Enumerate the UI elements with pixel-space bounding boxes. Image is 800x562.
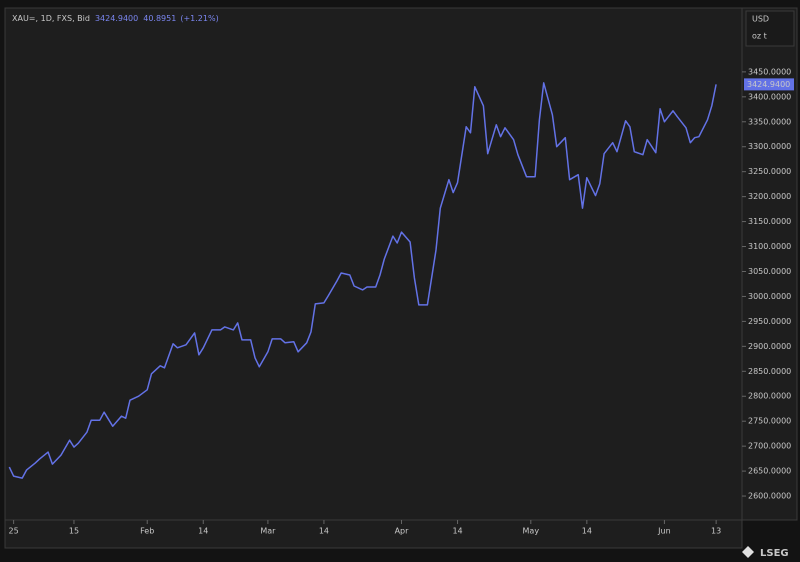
y-tick-label: 3400.0000 [748,92,791,101]
y-tick-label: 2650.0000 [748,467,791,476]
x-tick-label: 14 [452,527,462,536]
x-tick-label: Mar [260,527,276,536]
change: 40.8951 [143,14,176,23]
logo: LSEG [742,546,789,559]
brand: LSEG [760,548,789,559]
unit-box [745,10,795,47]
x-tick-label: May [523,527,540,536]
y-tick-label: 3250.0000 [748,167,791,176]
x-tick-label: Jun [657,527,671,536]
y-tick-label: 3450.0000 [748,67,791,76]
unit: oz t [752,32,767,41]
y-tick-label: 3350.0000 [748,117,791,126]
y-tick-label: 3000.0000 [748,292,791,301]
price-line [8,82,717,479]
last-price: 3424.9400 [95,14,138,23]
logo-icon [742,546,754,558]
last-price-tag-label: 3424.9400 [747,80,790,89]
y-axis-panel [741,7,798,521]
x-axis-panel [4,519,743,549]
y-tick-label: 3300.0000 [748,142,791,151]
x-tick-label: 14 [582,527,592,536]
symbol: XAU=, 1D, FXS, Bid [12,14,90,23]
y-tick-label: 2950.0000 [748,317,791,326]
x-tick-label: 14 [198,527,208,536]
plot-area [4,7,743,521]
y-tick-label: 3150.0000 [748,217,791,226]
y-tick-label: 2600.0000 [748,492,791,501]
y-tick-label: 3100.0000 [748,242,791,251]
change-pct: (+1.21%) [180,14,218,23]
x-tick-label: 14 [319,527,329,536]
x-tick-label: 13 [711,527,721,536]
currency: USD [752,15,769,24]
y-tick-label: 3050.0000 [748,267,791,276]
x-tick-label: 25 [9,527,19,536]
x-tick-label: 15 [69,527,79,536]
x-tick-label: Feb [140,527,154,536]
y-tick-label: 2900.0000 [748,342,791,351]
x-tick-label: Apr [395,527,410,536]
y-tick-label: 2850.0000 [748,367,791,376]
y-tick-label: 2800.0000 [748,392,791,401]
chart-title: XAU=, 1D, FXS, Bid 3424.9400 40.8951 (+1.21… [12,14,219,23]
y-tick-label: 3200.0000 [748,192,791,201]
y-tick-label: 2700.0000 [748,442,791,451]
y-tick-label: 2750.0000 [748,417,791,426]
last-price-tag [744,78,794,91]
